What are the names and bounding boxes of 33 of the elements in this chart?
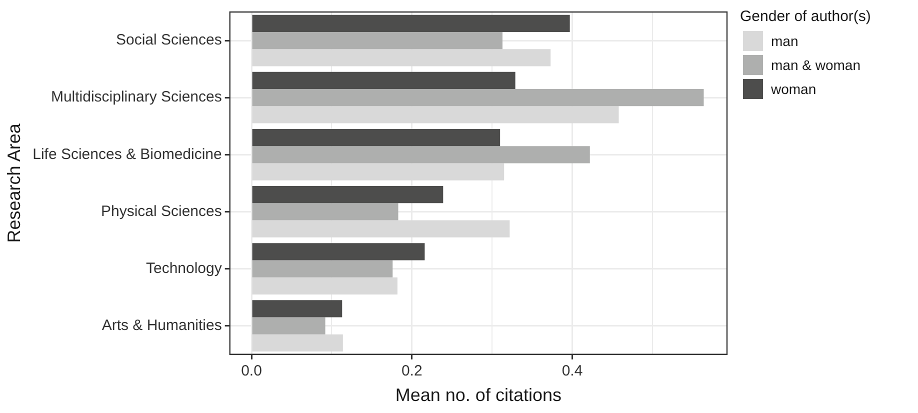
bar: [252, 243, 425, 260]
bar: [252, 128, 500, 146]
legend-label: man & woman: [771, 57, 860, 73]
bar: [252, 89, 704, 106]
bar: [252, 277, 398, 294]
bar: [252, 260, 393, 278]
bar: [252, 106, 619, 124]
bar: [252, 146, 590, 164]
bar: [252, 163, 504, 180]
legend-label: woman: [771, 81, 816, 97]
y-tick-label: Physical Sciences: [100, 202, 222, 220]
x-tick-label: 0.2: [401, 362, 422, 380]
y-tick-label: Social Sciences: [116, 32, 222, 49]
y-tick-label: Technology: [146, 260, 222, 277]
y-tick-label: Arts & Humanities: [102, 317, 222, 334]
bar: [252, 334, 343, 352]
bar: [252, 32, 502, 50]
x-tick-label: 0.0: [241, 362, 262, 380]
bar: [252, 317, 326, 334]
bar: [252, 14, 570, 32]
y-axis-title: Research Area: [4, 122, 24, 243]
bar: [252, 186, 444, 204]
bar: [252, 72, 516, 90]
bar: [252, 49, 551, 66]
x-tick-label: 0.4: [562, 362, 583, 380]
bar: [252, 300, 342, 318]
legend-title: Gender of author(s): [740, 8, 871, 25]
legend-label: man: [771, 33, 798, 49]
bar: [252, 220, 510, 238]
y-tick-label: Life Sciences & Biomedicine: [32, 146, 222, 163]
bar: [252, 203, 398, 220]
y-tick-label: Multidisciplinary Sciences: [50, 88, 222, 106]
x-axis-title: Mean no. of citations: [395, 385, 562, 406]
